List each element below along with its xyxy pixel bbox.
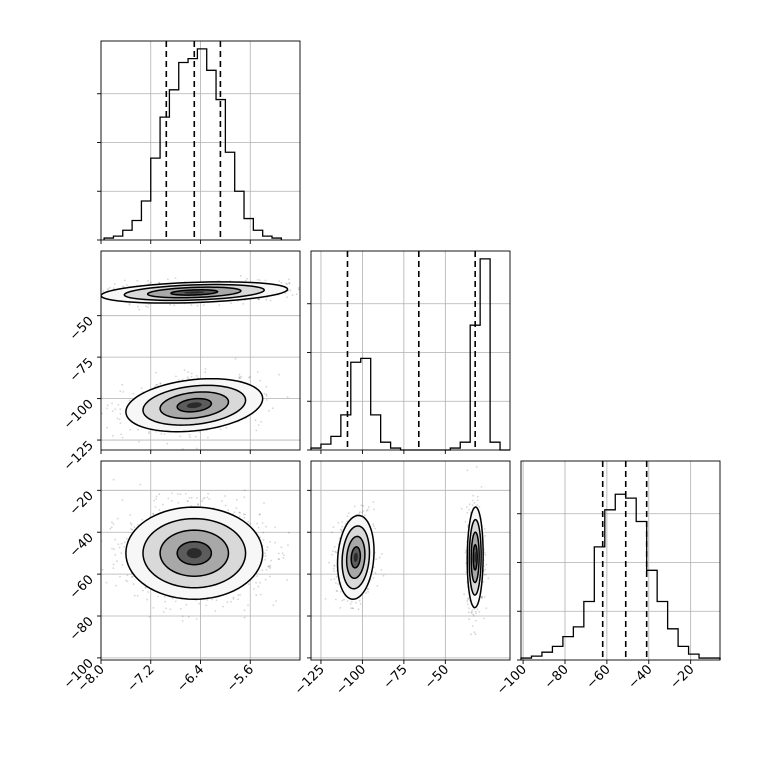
y-tick-label: −60 (67, 572, 97, 602)
density-contour (146, 286, 242, 299)
density-contour (470, 531, 480, 584)
x-tick-label: −100 (494, 662, 530, 698)
joint-content (101, 274, 300, 450)
density-contour (468, 518, 482, 596)
histogram-panel-1 (307, 250, 511, 454)
density-contour (142, 517, 247, 589)
x-tick-label: −75 (381, 662, 411, 692)
density-fill (474, 551, 477, 563)
density-contour (336, 514, 375, 600)
density-contour (350, 546, 362, 569)
x-tick-label: −20 (667, 662, 697, 692)
x-tick-label: −125 (292, 662, 328, 698)
density-fill (184, 291, 205, 294)
joint-panel-0-2: −8.0 −7.2 −6.4 −5.6−100−80−60−40−20 (61, 460, 301, 695)
x-tick-label: −80 (542, 662, 572, 692)
density-contour (472, 544, 478, 571)
x-tick-label: −60 (584, 662, 614, 692)
y-tick-label: −80 (67, 614, 97, 644)
joint-content (101, 478, 290, 622)
density-contour (123, 283, 266, 302)
density-fill (186, 548, 202, 559)
y-tick-label: −50 (67, 314, 97, 344)
x-tick-label: −5.6 (224, 662, 257, 695)
y-tick-label: −75 (67, 355, 97, 385)
density-contour (170, 289, 219, 296)
axes-frame (310, 250, 511, 451)
x-tick-label: −40 (626, 662, 656, 692)
x-tick-label: −100 (333, 662, 369, 698)
density-contour (345, 535, 366, 580)
y-tick-label: −125 (61, 438, 97, 474)
y-tick-label: −100 (61, 397, 97, 433)
density-fill (186, 402, 202, 409)
histogram-panel-0 (97, 40, 301, 244)
axes-frame (310, 460, 511, 661)
y-tick-label: −20 (67, 489, 97, 519)
density-contour (466, 506, 484, 609)
density-contour (142, 384, 247, 426)
joint-panel-1-2: −125 −100 −75 −50 (292, 460, 511, 698)
histogram-steps (310, 258, 510, 451)
histogram-steps (103, 48, 282, 240)
density-contour (125, 377, 264, 433)
histogram-steps (520, 493, 721, 660)
joint-content (324, 466, 490, 636)
joint-panel-0-1: −125 −100 −75 −50 (61, 250, 301, 474)
y-tick-label: −40 (67, 530, 97, 560)
density-contour (159, 529, 230, 577)
density-fill (353, 552, 358, 562)
density-contour (125, 506, 264, 601)
density-contour (159, 391, 230, 420)
x-tick-label: −6.4 (174, 662, 207, 695)
histogram-panel-2: −100 −80 −60 −40 −20 (494, 460, 721, 698)
density-contour (176, 397, 213, 413)
axes-frame (520, 460, 721, 661)
x-tick-label: −50 (422, 662, 452, 692)
density-contour (341, 525, 371, 590)
x-tick-label: −7.2 (125, 662, 158, 695)
density-contour (176, 540, 213, 566)
density-contour (101, 281, 289, 304)
